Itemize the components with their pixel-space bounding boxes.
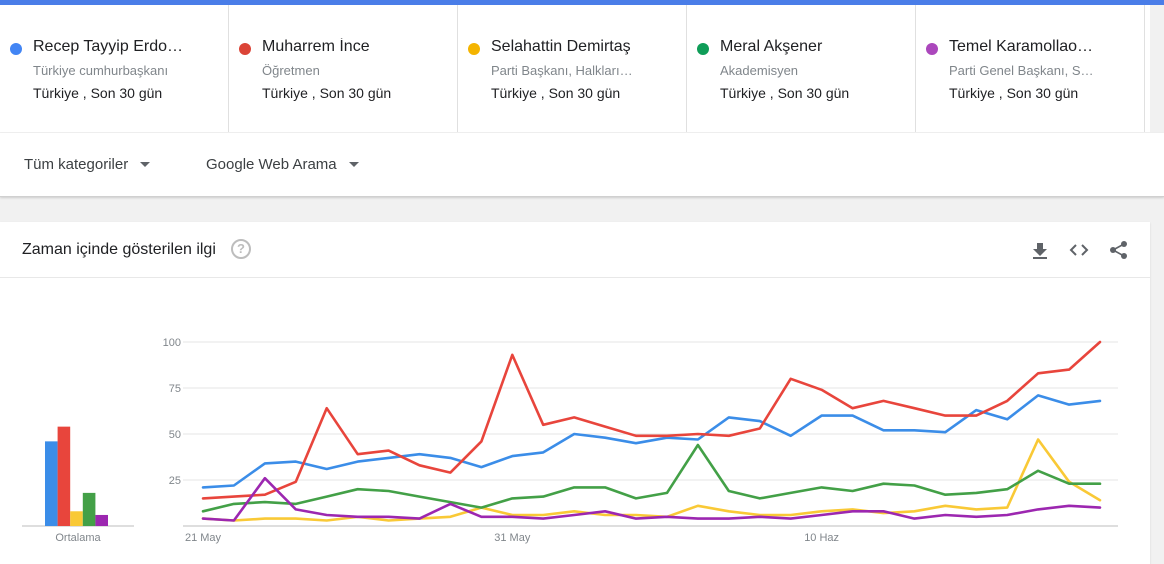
average-bar <box>57 426 71 526</box>
card-header: Zaman içinde gösterilen ilgi ? <box>0 222 1150 278</box>
term-subtitle: Parti Başkanı, Halkları… <box>491 63 633 78</box>
x-tick-label: 10 Haz <box>804 532 839 544</box>
term-card[interactable]: Muharrem İnce Öğretmen Türkiye , Son 30 gü… <box>229 5 458 132</box>
x-tick-label: 31 May <box>494 532 531 544</box>
series-color-dot <box>926 43 938 55</box>
average-bar <box>82 492 96 526</box>
average-bar <box>95 514 108 526</box>
series-color-dot <box>239 43 251 55</box>
term-location-period: Türkiye , Son 30 gün <box>491 85 621 101</box>
term-subtitle: Türkiye cumhurbaşkanı <box>33 63 169 78</box>
series-line <box>201 394 1102 489</box>
y-tick-label: 50 <box>169 429 181 441</box>
chevron-down-icon <box>140 161 151 167</box>
series-color-dot <box>697 43 709 55</box>
term-subtitle: Öğretmen <box>262 63 320 78</box>
average-bar <box>45 441 58 526</box>
embed-icon[interactable] <box>1068 239 1090 261</box>
share-icon[interactable] <box>1108 239 1130 261</box>
average-label: Ortalama <box>55 532 101 544</box>
search-type-dropdown[interactable]: Google Web Arama <box>206 156 359 173</box>
download-icon[interactable] <box>1029 239 1051 261</box>
chevron-down-icon <box>348 161 359 167</box>
interest-over-time-card: Zaman içinde gösterilen ilgi ? 25 50 75 100… <box>0 222 1150 564</box>
term-card[interactable]: Recep Tayyip Erdo… Türkiye cumhurbaşkanı T… <box>0 5 229 132</box>
y-tick-label: 75 <box>169 383 181 395</box>
y-tick-label: 25 <box>169 475 181 487</box>
series-line <box>201 443 1102 513</box>
term-name: Muharrem İnce <box>262 38 370 55</box>
x-tick-label: 21 May <box>185 532 222 544</box>
help-icon[interactable]: ? <box>231 239 251 259</box>
term-card[interactable]: Temel Karamollao… Parti Genel Başkanı, S…… <box>916 5 1145 132</box>
average-bar <box>70 511 83 526</box>
series-color-dot <box>468 43 480 55</box>
term-location-period: Türkiye , Son 30 gün <box>949 85 1079 101</box>
term-name: Recep Tayyip Erdo… <box>33 38 183 55</box>
term-subtitle: Parti Genel Başkanı, S… <box>949 63 1094 78</box>
interest-line-chart: 25 50 75 100 21 May 31 May 10 Haz Ortalama <box>22 337 1118 544</box>
term-card[interactable]: Selahattin Demirtaş Parti Başkanı, Halkla… <box>458 5 687 132</box>
term-name: Selahattin Demirtaş <box>491 38 631 55</box>
term-name: Meral Akşener <box>720 38 823 55</box>
filters-bar: Tüm kategoriler Google Web Arama <box>0 133 1164 197</box>
term-subtitle: Akademisyen <box>720 63 799 78</box>
term-name: Temel Karamollao… <box>949 38 1094 55</box>
series-line <box>201 476 1102 522</box>
term-card[interactable]: Meral Akşener Akademisyen Türkiye , Son 30… <box>687 5 916 132</box>
series-line <box>201 340 1102 500</box>
comparison-terms-bar: Recep Tayyip Erdo… Türkiye cumhurbaşkanı T… <box>0 5 1150 132</box>
y-tick-label: 100 <box>163 337 181 349</box>
term-location-period: Türkiye , Son 30 gün <box>33 85 163 101</box>
search-type-dropdown-label: Google Web Arama <box>206 156 337 173</box>
series-color-dot <box>10 43 22 55</box>
term-location-period: Türkiye , Son 30 gün <box>262 85 392 101</box>
term-location-period: Türkiye , Son 30 gün <box>720 85 850 101</box>
category-dropdown-label: Tüm kategoriler <box>24 156 129 173</box>
card-title: Zaman içinde gösterilen ilgi <box>22 241 216 258</box>
category-dropdown[interactable]: Tüm kategoriler <box>24 156 151 173</box>
top-accent-bar <box>0 0 1164 5</box>
